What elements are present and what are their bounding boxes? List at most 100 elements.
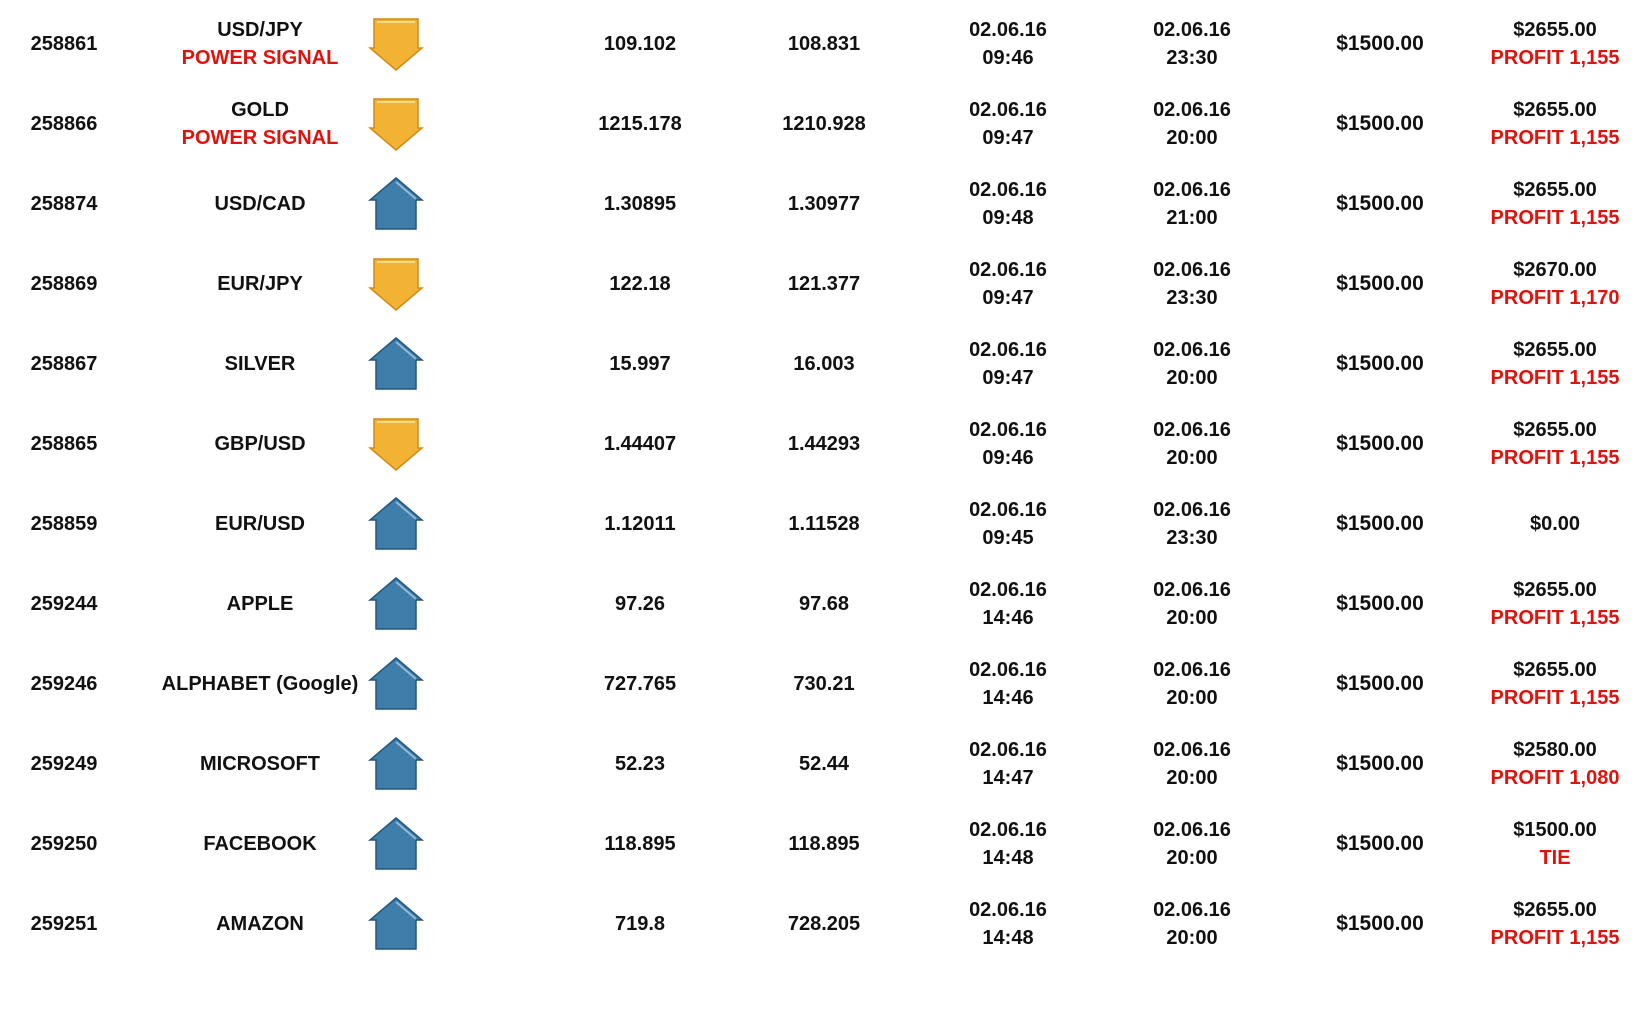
close-date: 02.06.16 xyxy=(1153,499,1231,521)
close-time: 20:00 xyxy=(1166,447,1218,469)
table-row: 258859 EUR/USD 1.12011 1.11528 02.06.16 … xyxy=(0,482,1646,566)
open-time-cell: 02.06.16 09:46 xyxy=(928,2,1088,86)
close-time: 21:00 xyxy=(1166,207,1218,229)
asset-cell: AMAZON xyxy=(140,882,380,966)
asset-cell: ALPHABET (Google) xyxy=(140,642,380,726)
close-time: 20:00 xyxy=(1166,927,1218,949)
open-rate-cell: 97.26 xyxy=(560,562,720,646)
close-time-cell: 02.06.16 20:00 xyxy=(1112,802,1272,886)
close-date: 02.06.16 xyxy=(1153,659,1231,681)
close-time-cell: 02.06.16 23:30 xyxy=(1112,2,1272,86)
down-arrow-icon xyxy=(368,18,424,71)
open-rate-cell: 1.12011 xyxy=(560,482,720,566)
close-time-cell: 02.06.16 20:00 xyxy=(1112,882,1272,966)
investment-cell: $1500.00 xyxy=(1300,642,1460,726)
payout-cell: $2655.00 PROFIT 1,155 xyxy=(1464,2,1646,86)
trade-id-cell: 258861 xyxy=(0,2,128,86)
trade-id: 258859 xyxy=(30,513,98,535)
up-arrow-icon xyxy=(368,337,424,390)
payout-amount: $2655.00 xyxy=(1513,99,1597,121)
asset-name: FACEBOOK xyxy=(203,833,317,855)
asset-cell: USD/CAD xyxy=(140,162,380,246)
table-row: 258861 USD/JPY POWER SIGNAL 109.102 108.… xyxy=(0,2,1646,86)
direction-cell xyxy=(362,242,430,326)
up-arrow-icon xyxy=(368,497,424,550)
trade-id-cell: 259250 xyxy=(0,802,128,886)
investment-cell: $1500.00 xyxy=(1300,162,1460,246)
close-time: 23:30 xyxy=(1166,527,1218,549)
trade-id: 258867 xyxy=(30,353,98,375)
table-row: 258867 SILVER 15.997 16.003 02.06.16 09:… xyxy=(0,322,1646,406)
open-time: 09:47 xyxy=(982,287,1034,309)
direction-cell xyxy=(362,482,430,566)
close-time: 20:00 xyxy=(1166,847,1218,869)
open-time: 14:46 xyxy=(982,687,1034,709)
asset-cell: USD/JPY POWER SIGNAL xyxy=(140,2,380,86)
close-rate-cell: 1.11528 xyxy=(744,482,904,566)
trade-id: 258874 xyxy=(30,193,98,215)
open-time-cell: 02.06.16 09:45 xyxy=(928,482,1088,566)
open-time: 09:47 xyxy=(982,127,1034,149)
asset-name: SILVER xyxy=(224,353,296,375)
close-time: 23:30 xyxy=(1166,47,1218,69)
open-time-cell: 02.06.16 14:46 xyxy=(928,562,1088,646)
trade-id-cell: 258866 xyxy=(0,82,128,166)
open-rate-cell: 109.102 xyxy=(560,2,720,86)
table-row: 259244 APPLE 97.26 97.68 02.06.16 14:46 … xyxy=(0,562,1646,646)
close-rate-cell: 97.68 xyxy=(744,562,904,646)
open-rate: 52.23 xyxy=(614,753,666,775)
close-date: 02.06.16 xyxy=(1153,179,1231,201)
open-time-cell: 02.06.16 14:48 xyxy=(928,882,1088,966)
payout-amount: $2655.00 xyxy=(1513,419,1597,441)
open-rate: 1.30895 xyxy=(603,193,677,215)
close-rate-cell: 16.003 xyxy=(744,322,904,406)
close-time-cell: 02.06.16 23:30 xyxy=(1112,242,1272,326)
close-date: 02.06.16 xyxy=(1153,339,1231,361)
investment-cell: $1500.00 xyxy=(1300,802,1460,886)
trade-id-cell: 258865 xyxy=(0,402,128,486)
result-label: PROFIT 1,170 xyxy=(1490,287,1620,309)
asset-name: EUR/JPY xyxy=(217,273,303,295)
open-rate-cell: 118.895 xyxy=(560,802,720,886)
payout-cell: $2655.00 PROFIT 1,155 xyxy=(1464,82,1646,166)
open-rate-cell: 122.18 xyxy=(560,242,720,326)
close-date: 02.06.16 xyxy=(1153,419,1231,441)
asset-cell: EUR/USD xyxy=(140,482,380,566)
table-row: 259246 ALPHABET (Google) 727.765 730.21 … xyxy=(0,642,1646,726)
open-date: 02.06.16 xyxy=(969,179,1047,201)
open-rate: 1215.178 xyxy=(598,113,682,135)
close-time-cell: 02.06.16 20:00 xyxy=(1112,562,1272,646)
open-time: 09:48 xyxy=(982,207,1034,229)
payout-amount: $2655.00 xyxy=(1513,899,1597,921)
trade-id-cell: 258859 xyxy=(0,482,128,566)
close-date: 02.06.16 xyxy=(1153,19,1231,41)
trade-id-cell: 259246 xyxy=(0,642,128,726)
table-row: 259249 MICROSOFT 52.23 52.44 02.06.16 14… xyxy=(0,722,1646,806)
payout-cell: $2655.00 PROFIT 1,155 xyxy=(1464,402,1646,486)
trade-id: 259251 xyxy=(30,913,98,935)
table-row: 259251 AMAZON 719.8 728.205 02.06.16 14:… xyxy=(0,882,1646,966)
open-time: 09:47 xyxy=(982,367,1034,389)
close-date: 02.06.16 xyxy=(1153,579,1231,601)
open-date: 02.06.16 xyxy=(969,579,1047,601)
open-date: 02.06.16 xyxy=(969,899,1047,921)
up-arrow-icon xyxy=(368,577,424,630)
payout-cell: $2670.00 PROFIT 1,170 xyxy=(1464,242,1646,326)
asset-cell: APPLE xyxy=(140,562,380,646)
open-time: 09:46 xyxy=(982,47,1034,69)
investment-cell: $1500.00 xyxy=(1300,2,1460,86)
asset-cell: FACEBOOK xyxy=(140,802,380,886)
asset-name: USD/CAD xyxy=(214,193,306,215)
up-arrow-icon xyxy=(368,897,424,950)
close-date: 02.06.16 xyxy=(1153,739,1231,761)
result-label: PROFIT 1,155 xyxy=(1490,687,1620,709)
payout-cell: $2655.00 PROFIT 1,155 xyxy=(1464,562,1646,646)
open-rate-cell: 727.765 xyxy=(560,642,720,726)
open-rate-cell: 15.997 xyxy=(560,322,720,406)
up-arrow-icon xyxy=(368,737,424,790)
investment-amount: $1500.00 xyxy=(1336,752,1424,775)
close-time: 20:00 xyxy=(1166,607,1218,629)
close-rate: 121.377 xyxy=(787,273,861,295)
trade-id: 258869 xyxy=(30,273,98,295)
